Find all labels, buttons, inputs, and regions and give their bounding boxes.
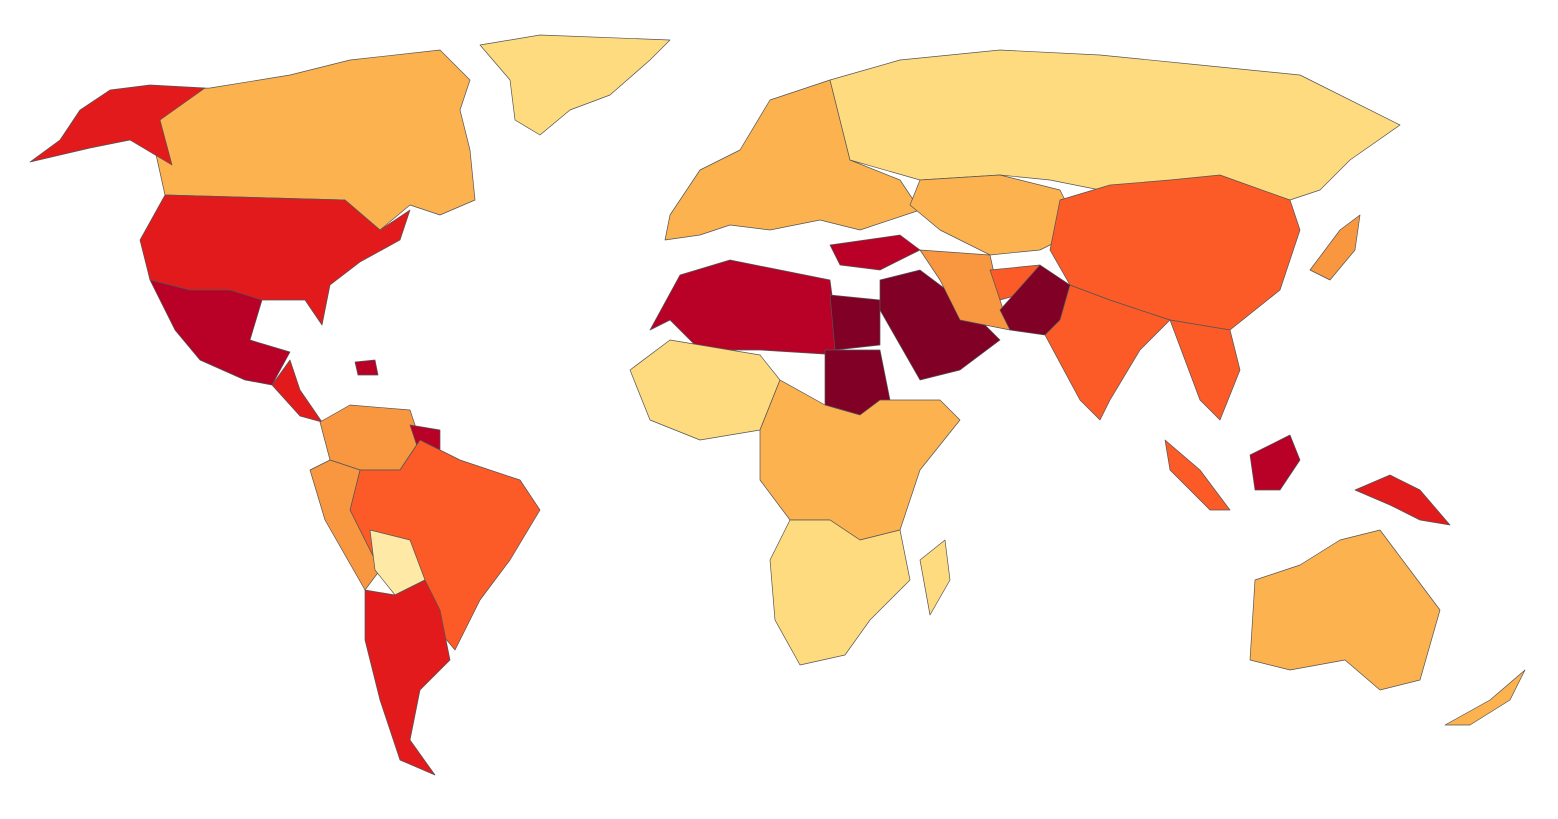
hispaniola (354, 359, 379, 376)
saudi-arabia (879, 269, 1001, 381)
new-guinea (1354, 474, 1451, 526)
regions (29, 34, 1526, 776)
turkey (829, 234, 921, 271)
india (1044, 284, 1171, 421)
new-zealand (1444, 669, 1526, 726)
sumatra (1164, 439, 1231, 511)
mexico (149, 279, 291, 386)
argentina-chile (364, 579, 451, 776)
china (1049, 174, 1301, 331)
alaska (29, 84, 206, 166)
colombia-venezuela (319, 404, 421, 471)
central-america (271, 359, 323, 423)
central-asia (909, 174, 1081, 256)
europe (664, 79, 921, 241)
japan (1309, 214, 1361, 281)
egypt (829, 294, 881, 351)
australia (1249, 529, 1441, 691)
peru-ecuador (309, 459, 381, 591)
madagascar (919, 539, 951, 616)
borneo (1249, 434, 1301, 491)
greenland (479, 34, 671, 136)
southeast-asia (1169, 319, 1241, 421)
southern-africa (769, 519, 911, 666)
